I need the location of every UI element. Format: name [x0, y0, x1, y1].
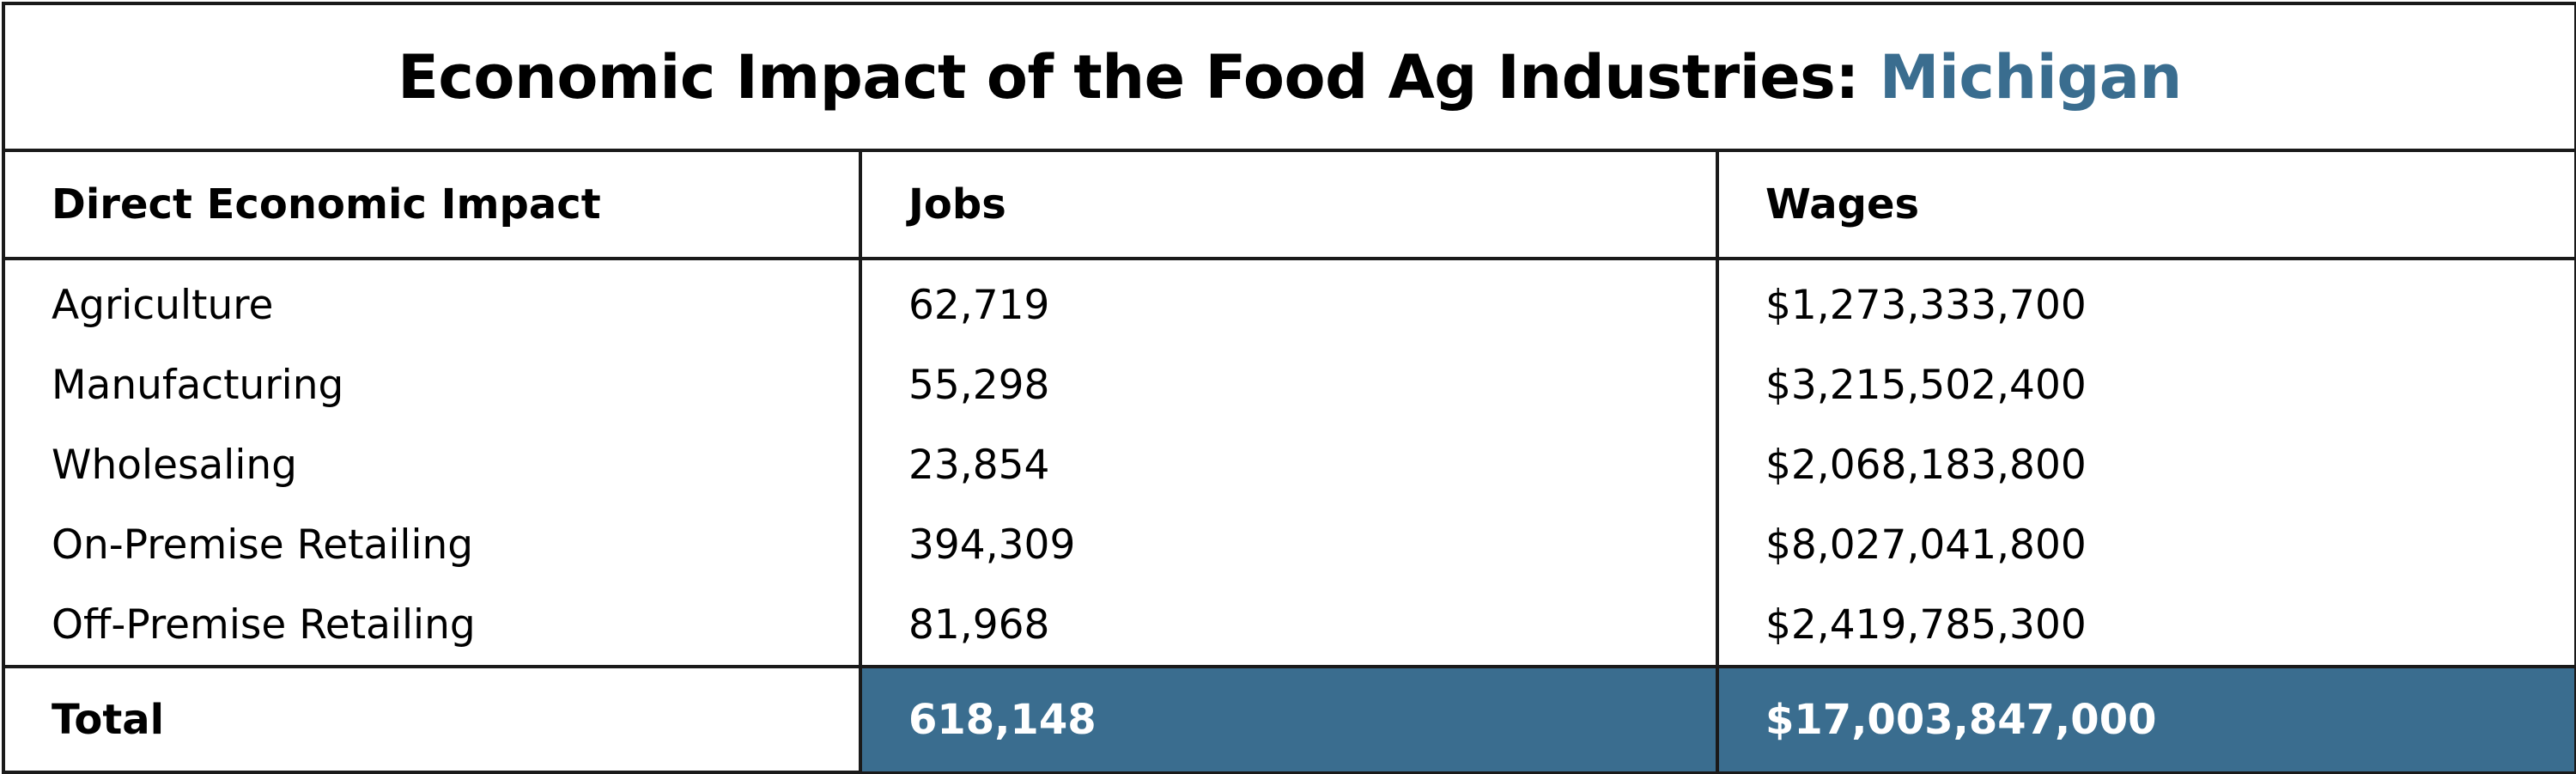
row-jobs: 55,298 — [859, 345, 1717, 425]
row-label: On-Premise Retailing — [52, 521, 474, 569]
header-row: Direct Economic Impact Jobs Wages — [5, 152, 2574, 260]
table-row: Manufacturing 55,298 $3,215,502,400 — [5, 345, 2574, 425]
total-label: Total — [5, 665, 860, 771]
row-label: Wholesaling — [52, 442, 298, 489]
table-title: Economic Impact of the Food Ag Industrie… — [5, 5, 2574, 152]
title-prefix: Economic Impact of the Food Ag Industrie… — [398, 41, 1859, 113]
row-wages: $8,027,041,800 — [1716, 505, 2574, 585]
total-jobs: 618,148 — [859, 665, 1717, 771]
table-row: Wholesaling 23,854 $2,068,183,800 — [5, 425, 2574, 505]
table-row: On-Premise Retailing 394,309 $8,027,041,… — [5, 505, 2574, 585]
table-row: Agriculture 62,719 $1,273,333,700 — [5, 259, 2574, 345]
row-jobs: 394,309 — [859, 505, 1717, 585]
row-wages: $2,068,183,800 — [1716, 425, 2574, 505]
row-label: Agriculture — [52, 282, 274, 329]
row-label: Off-Premise Retailing — [52, 601, 476, 649]
row-jobs: 23,854 — [859, 425, 1717, 505]
row-wages: $3,215,502,400 — [1716, 345, 2574, 425]
row-wages: $1,273,333,700 — [1716, 259, 2574, 345]
header-wages: Wages — [1716, 152, 2574, 260]
header-jobs: Jobs — [859, 152, 1717, 260]
table-row: Off-Premise Retailing 81,968 $2,419,785,… — [5, 585, 2574, 667]
row-label: Manufacturing — [52, 362, 344, 409]
row-wages: $2,419,785,300 — [1716, 585, 2574, 667]
row-jobs: 62,719 — [859, 259, 1717, 345]
impact-table: Direct Economic Impact Jobs Wages Agricu… — [5, 152, 2574, 771]
row-jobs: 81,968 — [859, 585, 1717, 667]
header-direct-economic-impact: Direct Economic Impact — [5, 152, 860, 260]
total-row: Total 618,148 $17,003,847,000 — [5, 665, 2574, 771]
title-state: Michigan — [1879, 41, 2183, 113]
total-wages: $17,003,847,000 — [1716, 665, 2574, 771]
